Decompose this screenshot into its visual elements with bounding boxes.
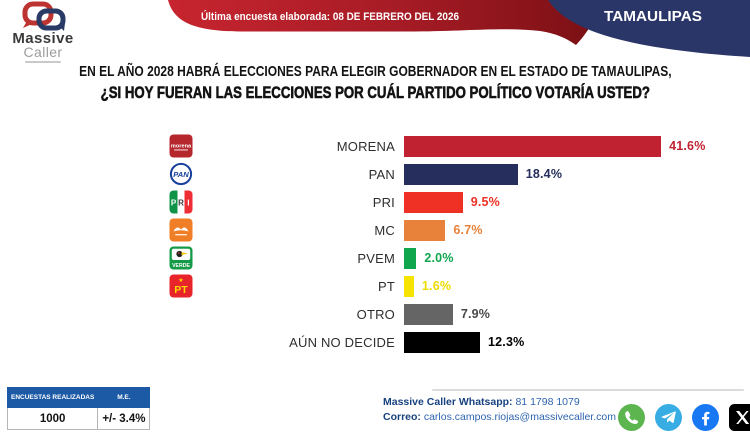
facebook-icon[interactable] <box>692 404 719 431</box>
party-label: PVEM <box>357 250 395 266</box>
party-label: OTRO <box>356 306 395 322</box>
morena-logo: morena <box>169 134 193 158</box>
chart-row: morena MORENA 41.6% <box>169 132 706 160</box>
svg-text:morena: morena <box>171 144 192 150</box>
telegram-icon[interactable] <box>655 404 682 431</box>
party-label: PT <box>377 278 395 294</box>
contact-info: Massive Caller Whatsapp: 81 1798 1079 Co… <box>383 395 616 424</box>
whatsapp-line: Massive Caller Whatsapp: 81 1798 1079 <box>383 395 616 410</box>
social-icons <box>618 404 750 431</box>
last-survey-date: Última encuesta elaborada: 08 DE FEBRERO… <box>201 10 459 23</box>
whatsapp-label: Massive Caller Whatsapp: <box>383 396 513 408</box>
question-line1: EN EL AÑO 2028 HABRÁ ELECCIONES PARA ELE… <box>78 63 672 80</box>
bar <box>404 163 518 185</box>
footer-divider <box>432 389 744 391</box>
bar <box>404 191 463 213</box>
party-label: AÚN NO DECIDE <box>289 334 395 350</box>
state-banner-shape <box>548 0 750 57</box>
svg-text:I: I <box>187 199 189 208</box>
party-label: MORENA <box>336 138 395 154</box>
massive-caller-bubbles-icon <box>22 1 66 31</box>
question-line2: ¿SI HOY FUERAN LAS ELECCIONES POR CUÁL P… <box>100 84 650 103</box>
svg-text:PT: PT <box>174 284 188 296</box>
sample-stats-table: ENCUESTAS REALIZADAS M.E. 1000 +/- 3.4% <box>6 387 151 430</box>
email-label: Correo: <box>383 410 421 423</box>
whatsapp-number: 81 1798 1079 <box>515 396 580 408</box>
bar <box>404 275 414 297</box>
brand-name-top: Massive <box>12 30 74 47</box>
bar-value-label: 2.0% <box>424 251 454 265</box>
svg-text:R: R <box>178 199 184 208</box>
pan-logo: PAN <box>169 162 193 186</box>
chart-row: VERDE PVEM 2.0% <box>169 244 706 272</box>
svg-text:★: ★ <box>178 277 183 284</box>
whatsapp-icon[interactable] <box>618 404 645 431</box>
header-banner: Última encuesta elaborada: 08 DE FEBRERO… <box>168 0 750 57</box>
email-address: carlos.campos.riojas@massivecaller.com <box>423 410 616 423</box>
bar <box>404 247 417 269</box>
email-line: Correo: carlos.campos.riojas@massivecall… <box>383 410 616 425</box>
margin-error-value: +/- 3.4% <box>97 407 151 430</box>
margin-error-header: M.E. <box>97 387 151 408</box>
bar-value-label: 1.6% <box>421 279 452 293</box>
bar <box>404 219 446 241</box>
pt-logo: ★ PT <box>169 274 193 298</box>
bar <box>404 135 662 157</box>
bar-value-label: 18.4% <box>525 167 563 181</box>
svg-text:P: P <box>171 199 177 208</box>
party-logo <box>169 330 193 354</box>
bar-value-label: 12.3% <box>488 335 525 349</box>
bar-value-label: 9.5% <box>470 195 500 209</box>
bar <box>404 303 453 325</box>
brand-logo: Massive Caller <box>4 1 82 63</box>
svg-text:PAN: PAN <box>173 170 189 179</box>
bar-value-label: 6.7% <box>453 223 483 237</box>
pvem-logo: VERDE <box>169 246 193 270</box>
party-logo <box>169 302 193 326</box>
mc-logo <box>169 218 193 242</box>
brand-name-bottom: Caller <box>23 44 63 60</box>
x-icon[interactable] <box>729 404 750 431</box>
surveys-value: 1000 <box>6 407 99 430</box>
party-label: MC <box>374 222 395 238</box>
svg-text:VERDE: VERDE <box>172 263 190 269</box>
chart-row: OTRO 7.9% <box>169 300 706 328</box>
bar-value-label: 7.9% <box>460 307 491 321</box>
bar-value-label: 41.6% <box>669 139 706 153</box>
party-label: PAN <box>368 166 395 182</box>
survey-question: EN EL AÑO 2028 HABRÁ ELECCIONES PARA ELE… <box>0 63 750 103</box>
bar <box>404 331 480 353</box>
chart-row: AÚN NO DECIDE 12.3% <box>169 328 706 356</box>
chart-row: MC 6.7% <box>169 216 706 244</box>
brand-tagline <box>25 61 61 63</box>
chart-row: PAN PAN 18.4% <box>169 160 706 188</box>
date-ribbon <box>168 0 600 45</box>
party-label: PRI <box>372 194 395 210</box>
surveys-header: ENCUESTAS REALIZADAS <box>6 387 99 408</box>
state-name: TAMAULIPAS <box>604 8 702 25</box>
chart-row: ★ PT PT 1.6% <box>169 272 706 300</box>
